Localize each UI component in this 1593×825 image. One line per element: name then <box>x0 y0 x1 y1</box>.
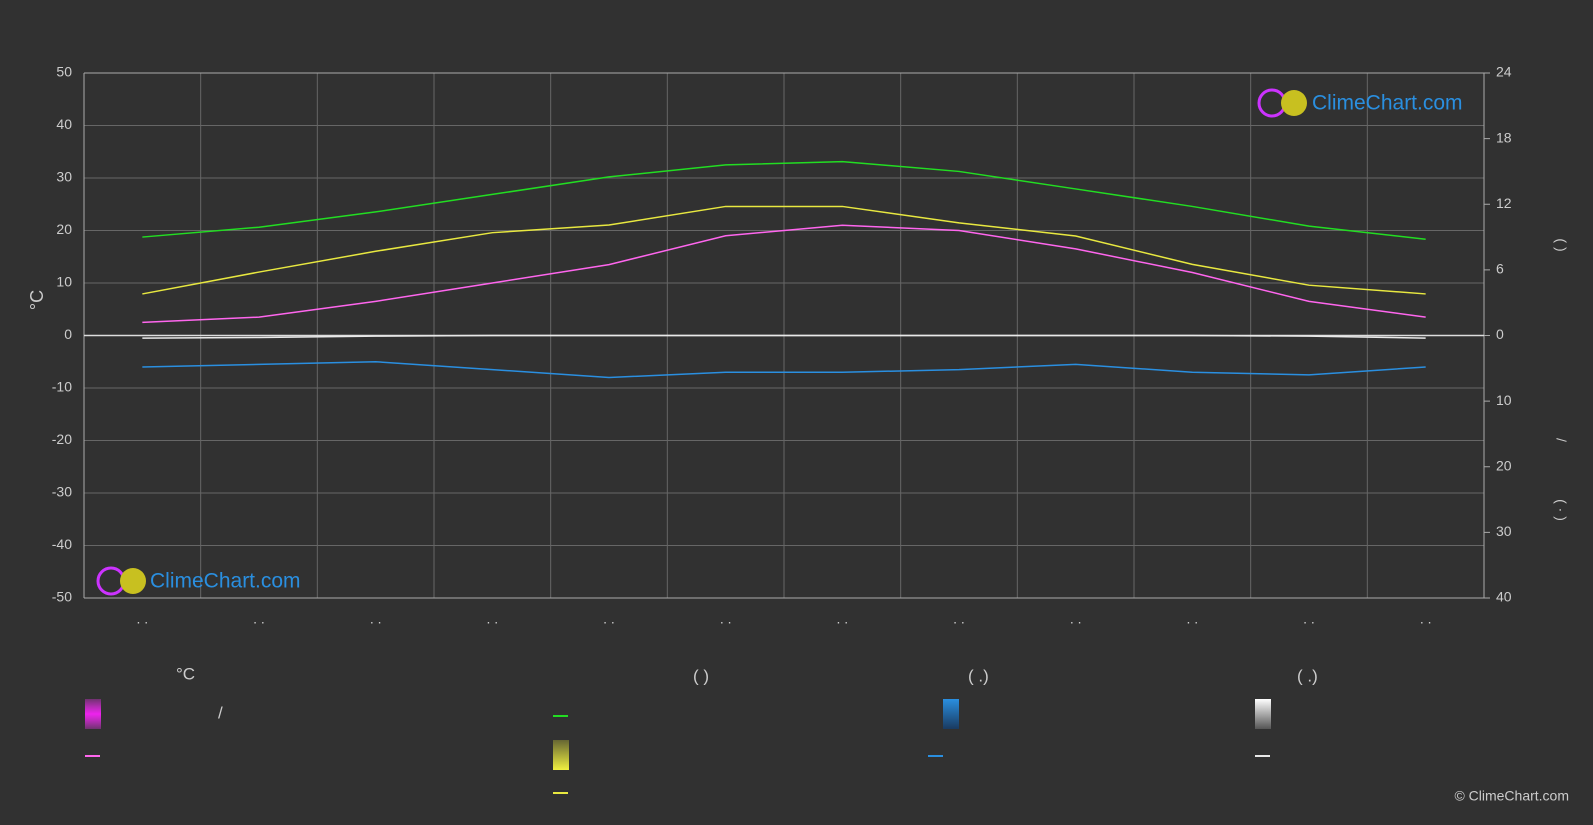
x-tick-label: . . <box>720 611 732 627</box>
x-tick-label: . . <box>136 611 148 627</box>
y3-axis-title: ( · ) <box>1553 499 1569 521</box>
y-tick-label: -30 <box>52 484 72 500</box>
y-tick-label: -10 <box>52 379 72 395</box>
legend-swatch <box>553 740 569 770</box>
logo: ClimeChart.com <box>96 566 301 596</box>
legend-swatch <box>943 699 959 729</box>
y2-tick-label: 24 <box>1496 64 1512 80</box>
series-line <box>142 360 1426 379</box>
logo: ClimeChart.com <box>1257 88 1463 118</box>
legend-text: / <box>218 703 223 722</box>
y2-tick-label: 6 <box>1496 261 1504 277</box>
series-line <box>142 205 1426 295</box>
x-tick-label: . . <box>953 611 965 627</box>
watermark: ClimeChart.com <box>1312 92 1463 115</box>
y-tick-label: 10 <box>56 274 72 290</box>
y-tick-label: 0 <box>64 326 72 342</box>
x-tick-label: . . <box>1186 611 1198 627</box>
x-tick-label: . . <box>1303 611 1315 627</box>
y3-axis-title: / <box>1553 438 1569 442</box>
y-tick-label: 40 <box>56 116 72 132</box>
legend-swatch <box>85 699 101 729</box>
y3-tick-label: 20 <box>1496 457 1512 473</box>
legend-header: ( .) <box>968 666 989 685</box>
y3-tick-label: 40 <box>1496 589 1512 605</box>
x-tick-label: . . <box>370 611 382 627</box>
legend-header: ( ) <box>693 666 709 685</box>
legend-header: °C <box>176 664 195 683</box>
y-tick-label: 30 <box>56 169 72 185</box>
series-line <box>142 160 1426 240</box>
legend-swatch <box>1255 699 1271 729</box>
watermark: ClimeChart.com <box>150 570 301 593</box>
x-tick-label: . . <box>1070 611 1082 627</box>
y-tick-label: -20 <box>52 431 72 447</box>
series-line <box>142 334 1426 339</box>
x-tick-label: . . <box>1420 611 1432 627</box>
y-tick-label: 20 <box>56 221 72 237</box>
copyright: © ClimeChart.com <box>1454 788 1569 804</box>
y-tick-label: 50 <box>56 64 72 80</box>
y3-tick-label: 30 <box>1496 523 1512 539</box>
y-tick-label: -40 <box>52 536 72 552</box>
x-tick-label: . . <box>603 611 615 627</box>
y2-tick-label: 12 <box>1496 195 1512 211</box>
y2-axis-title: ( ) <box>1553 238 1569 251</box>
legend-header: ( .) <box>1297 666 1318 685</box>
x-tick-label: . . <box>836 611 848 627</box>
x-tick-label: . . <box>253 611 265 627</box>
series-line <box>142 224 1426 324</box>
y-tick-label: -50 <box>52 589 72 605</box>
y2-tick-label: 18 <box>1496 129 1512 145</box>
y2-tick-label: 0 <box>1496 326 1504 342</box>
y3-tick-label: 10 <box>1496 392 1512 408</box>
y-axis-title: °C <box>27 290 47 310</box>
x-tick-label: . . <box>486 611 498 627</box>
